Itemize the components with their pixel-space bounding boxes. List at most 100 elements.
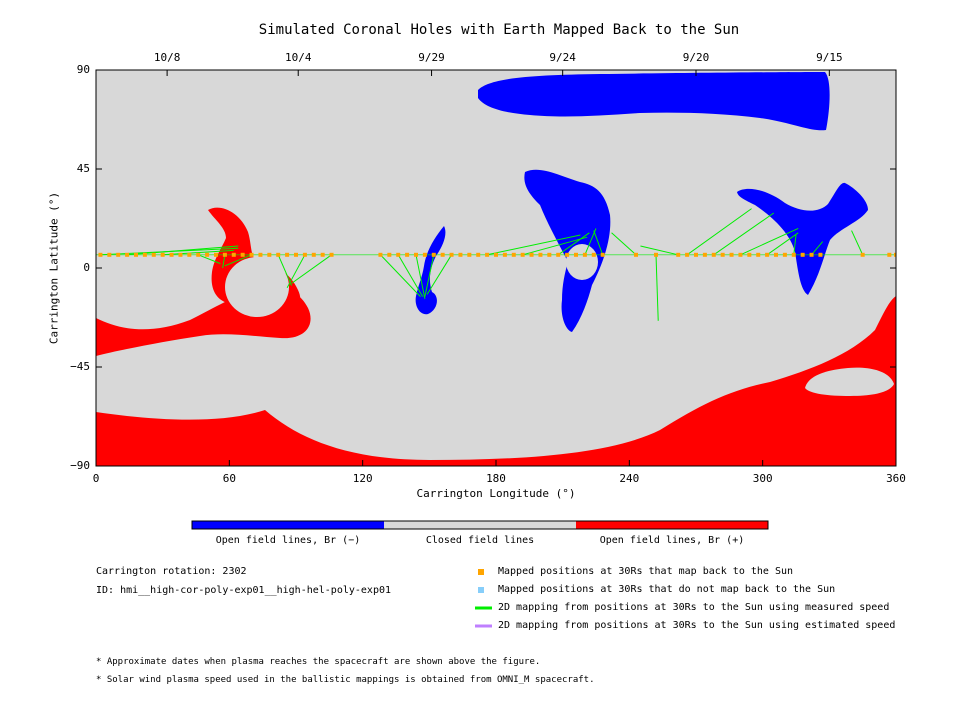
mapped-point — [311, 252, 316, 257]
mapped-point — [485, 252, 490, 257]
mapped-point — [302, 252, 307, 257]
mapping-line — [224, 254, 252, 267]
x-tick-label: 0 — [92, 472, 100, 485]
mapped-point — [756, 252, 761, 257]
mapped-point — [556, 252, 561, 257]
mapped-point — [169, 252, 174, 257]
mapped-point — [729, 252, 734, 257]
mapped-point — [178, 252, 183, 257]
mapping-line — [397, 254, 424, 297]
colorbar-label-positive: Open field lines, Br (+) — [599, 535, 745, 546]
mapped-point — [565, 252, 570, 257]
mapped-point — [600, 252, 605, 257]
mapped-point — [422, 252, 427, 257]
mapped-point — [258, 252, 263, 257]
mapping-line — [557, 232, 590, 256]
mapping-line — [415, 254, 426, 299]
mapped-point — [405, 252, 410, 257]
colorbar-closed — [384, 521, 576, 529]
mapping-line — [198, 254, 221, 265]
mapping-line — [793, 234, 797, 255]
mapped-point — [267, 252, 272, 257]
colorbar — [191, 520, 769, 530]
colorbar-positive — [576, 521, 768, 529]
model-id: ID: hmi__high-cor-poly-exp01__high-hel-p… — [96, 585, 392, 596]
mapped-point — [249, 252, 254, 257]
y-tick-label: −45 — [70, 360, 90, 373]
mapped-point — [294, 252, 298, 257]
x-tick-label: 180 — [486, 472, 506, 485]
mapped-point — [894, 252, 896, 257]
mapped-point — [214, 252, 218, 257]
mapping-line — [593, 230, 604, 255]
closed-island-south — [805, 367, 894, 396]
mapped-point — [800, 252, 805, 257]
mapped-point — [231, 252, 236, 257]
closed-disk — [225, 257, 289, 317]
note-dates: * Approximate dates when plasma reaches … — [96, 657, 541, 667]
x-axis-label: Carrington Longitude (°) — [416, 487, 576, 500]
x-tick-label: 300 — [752, 472, 773, 485]
legend-mapped-label: Mapped positions at 30Rs that map back t… — [498, 566, 794, 577]
colorbar-label-negative: Open field lines, Br (−) — [215, 535, 361, 546]
mapped-point — [818, 252, 823, 257]
date-tick-label: 9/15 — [816, 51, 843, 64]
mapped-point — [134, 252, 138, 257]
mapped-point — [107, 252, 112, 257]
mapping-line — [811, 241, 824, 256]
mapped-point — [720, 252, 725, 257]
mapping-line — [424, 254, 435, 297]
note-speed: * Solar wind plasma speed used in the ba… — [96, 675, 595, 685]
mapped-point — [654, 252, 658, 257]
mapped-point — [116, 252, 121, 257]
x-tick-label: 120 — [352, 472, 373, 485]
x-tick-label: 360 — [886, 472, 906, 485]
legend-unmapped-label: Mapped positions at 30Rs that do not map… — [498, 584, 836, 595]
mapped-point — [160, 252, 165, 257]
mapped-point — [276, 252, 281, 257]
mapped-point — [329, 252, 334, 257]
mapping-line — [686, 208, 752, 256]
mapped-point — [738, 252, 743, 257]
mapped-point — [125, 252, 130, 257]
mapping-line — [713, 212, 775, 256]
south-polar-coronal-hole — [96, 296, 896, 466]
chart-title: Simulated Coronal Holes with Earth Mappe… — [258, 22, 740, 38]
date-tick-label: 10/4 — [284, 51, 312, 64]
mapped-point — [774, 252, 778, 257]
y-tick-label: 0 — [83, 261, 90, 274]
y-tick-label: 45 — [76, 162, 90, 175]
eastern-coronal-hole — [737, 182, 868, 295]
mapped-point — [196, 252, 201, 257]
mapped-point — [582, 252, 587, 257]
legend-measured-label: 2D mapping from positions at 30Rs to the… — [498, 602, 890, 613]
mapped-point — [791, 252, 796, 257]
mapping-line — [487, 234, 581, 256]
mapped-point — [494, 252, 498, 257]
mapped-point — [809, 252, 814, 257]
mapped-point — [467, 252, 472, 257]
mapped-point — [285, 252, 290, 257]
mapped-point — [449, 252, 454, 257]
mapping-line — [277, 254, 293, 286]
mapped-point — [765, 252, 770, 257]
mapped-point — [458, 252, 463, 257]
mapped-point — [440, 252, 445, 257]
date-tick-label: 9/20 — [682, 51, 710, 64]
mapping-line — [286, 254, 306, 289]
mapped-point — [222, 252, 227, 257]
mapped-point — [431, 252, 436, 257]
mapped-point — [529, 252, 534, 257]
mapped-point — [694, 252, 698, 257]
mapped-point — [676, 252, 681, 257]
legend-mapped-symbol — [478, 569, 484, 575]
mapped-point — [205, 252, 210, 257]
mapped-point — [511, 252, 516, 257]
mapped-point — [574, 252, 578, 257]
date-tick-label: 9/29 — [418, 51, 445, 64]
closed-pocket — [566, 244, 598, 280]
mapping-line — [291, 254, 332, 284]
mapped-point — [634, 252, 638, 257]
legend-unmapped-symbol — [478, 587, 484, 593]
